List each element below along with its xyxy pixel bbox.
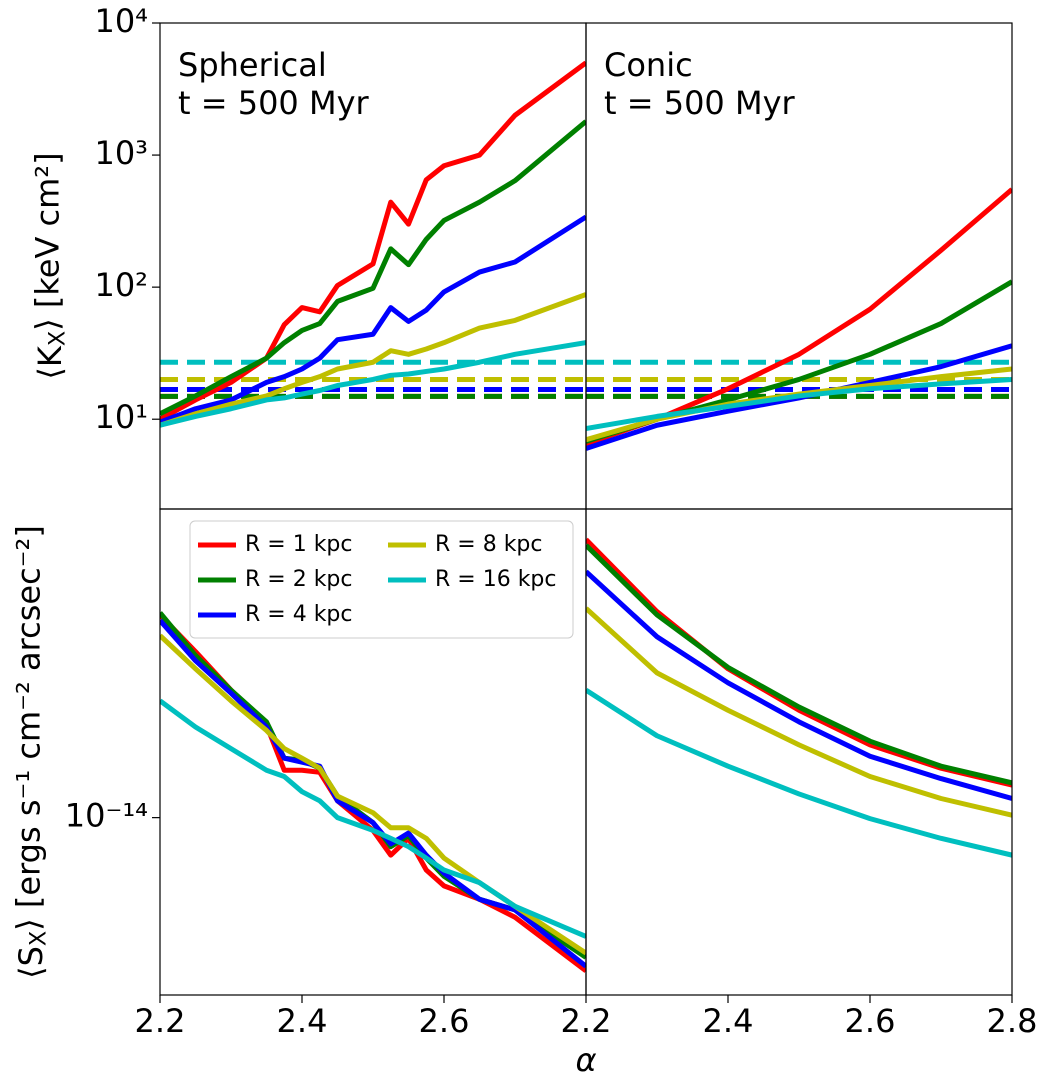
y-tick-label: 10² [94, 266, 148, 304]
annotation: Spherical [178, 46, 327, 84]
x-tick-label: 2.2 [561, 1002, 612, 1040]
legend-label: R = 1 kpc [245, 532, 353, 557]
y-tick-label: 10⁻¹⁴ [65, 797, 148, 835]
y-tick-label: 10⁴ [94, 2, 148, 40]
series-line [586, 688, 1012, 858]
plot-area [586, 537, 1012, 858]
y-axis-label: ⟨SX⟩ [ergs s⁻¹ cm⁻² arcsec⁻²] [10, 525, 52, 979]
series-line [160, 611, 586, 960]
legend-label: R = 2 kpc [245, 567, 353, 592]
x-tick-label: 2.6 [845, 1002, 896, 1040]
x-tick-label: 2.8 [987, 1002, 1038, 1040]
y-tick-label: 10³ [94, 134, 148, 172]
series-line [160, 292, 586, 428]
plot-area [160, 60, 586, 428]
panel-frame [585, 508, 1013, 996]
legend-label: R = 16 kpc [435, 567, 557, 592]
legend-box [189, 520, 574, 639]
y-tick-label: 10¹ [94, 398, 148, 436]
y-axis-label: ⟨KX⟩ [keV cm²] [29, 152, 71, 379]
x-axis-label: α [575, 1041, 596, 1079]
series-line [160, 698, 586, 939]
series-line [160, 119, 586, 416]
series-line [586, 569, 1012, 801]
plot-area [586, 187, 1012, 451]
series-line [586, 376, 1012, 431]
legend-label: R = 4 kpc [245, 602, 353, 627]
annotation: t = 500 Myr [178, 84, 370, 122]
annotation: Conic [604, 46, 693, 84]
series-line [160, 618, 586, 969]
series-line [586, 606, 1012, 818]
series-line [160, 60, 586, 422]
plot-area [160, 611, 586, 973]
series-line [586, 543, 1012, 786]
x-tick-label: 2.6 [419, 1002, 470, 1040]
x-tick-label: 2.4 [703, 1002, 754, 1040]
legend-label: R = 8 kpc [435, 532, 543, 557]
series-line [160, 633, 586, 956]
annotation: t = 500 Myr [604, 84, 796, 122]
x-tick-label: 2.4 [277, 1002, 328, 1040]
series-line [160, 340, 586, 428]
series-line [586, 537, 1012, 788]
x-tick-label: 2.2 [135, 1002, 186, 1040]
series-line [160, 214, 586, 425]
